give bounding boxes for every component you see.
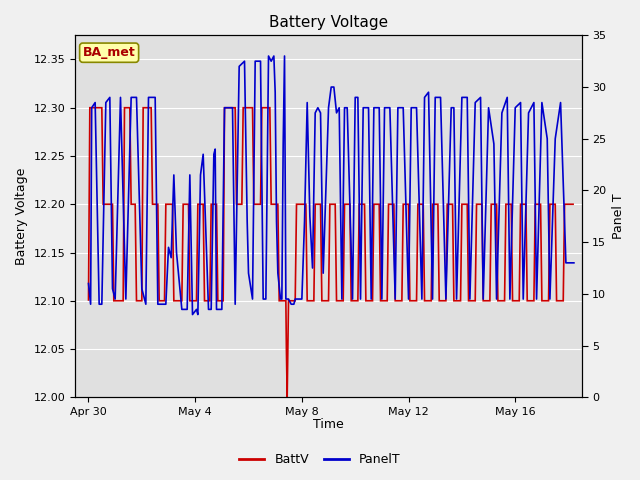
Y-axis label: Battery Voltage: Battery Voltage (15, 168, 28, 265)
Y-axis label: Panel T: Panel T (612, 193, 625, 239)
Title: Battery Voltage: Battery Voltage (269, 15, 388, 30)
Text: BA_met: BA_met (83, 46, 136, 59)
X-axis label: Time: Time (313, 419, 344, 432)
Legend: BattV, PanelT: BattV, PanelT (234, 448, 406, 471)
